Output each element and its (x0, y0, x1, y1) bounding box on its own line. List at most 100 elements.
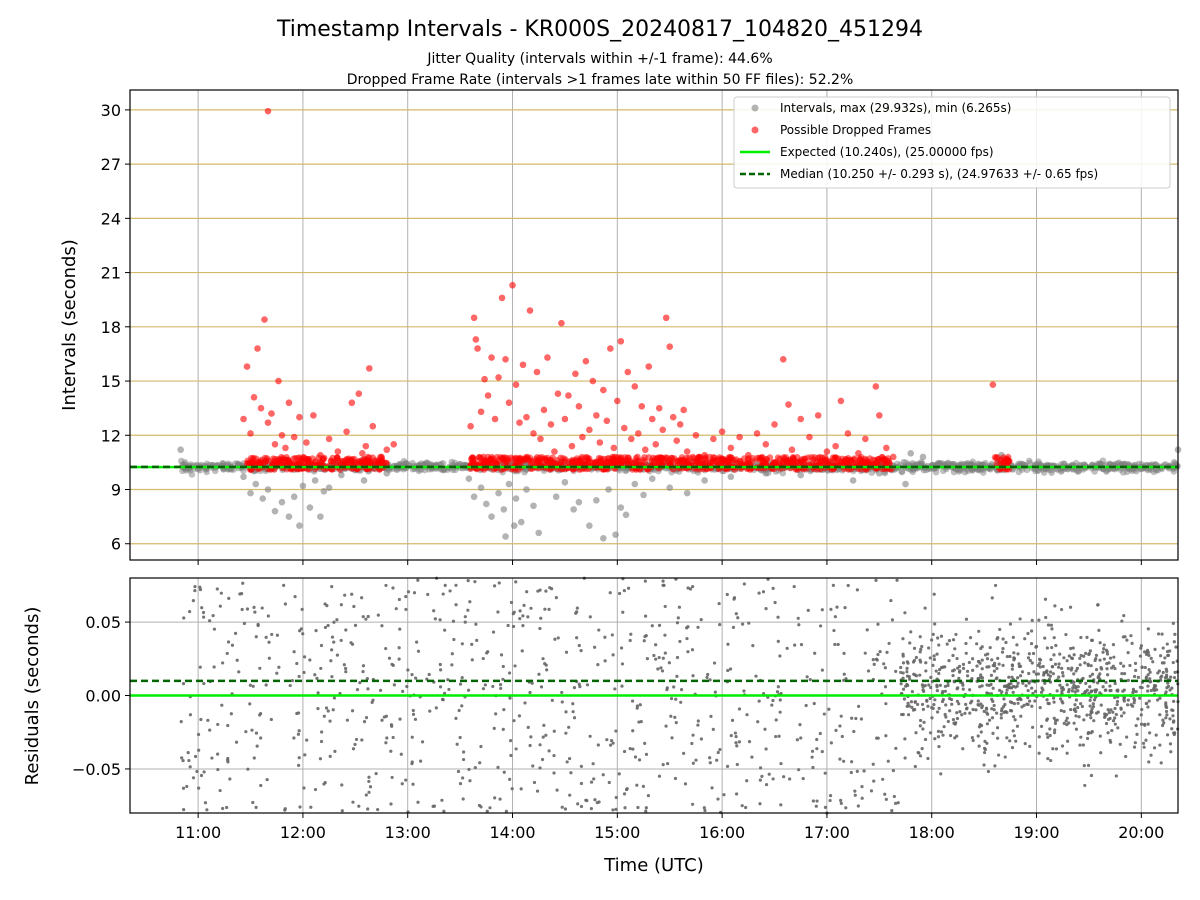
residual-point (1090, 710, 1094, 714)
residual-point (622, 792, 627, 796)
residual-point (259, 783, 263, 788)
residual-point (1094, 653, 1099, 657)
residual-point (461, 757, 466, 762)
residual-point (990, 658, 994, 662)
dropped-frame-point (530, 430, 537, 437)
residual-point (1079, 653, 1083, 658)
residual-point (1126, 678, 1130, 682)
residual-point (1113, 666, 1117, 671)
residual-point (182, 808, 186, 812)
residual-point (1052, 731, 1057, 735)
residual-point (202, 681, 206, 686)
dropped-frame-point (378, 453, 385, 461)
residual-point (332, 640, 336, 644)
dropped-frame-point (519, 361, 527, 369)
residual-point (646, 793, 651, 798)
residual-point (961, 747, 965, 751)
residual-point (1027, 671, 1031, 676)
residual-point (656, 667, 660, 671)
residual-point (726, 642, 730, 646)
residual-point (951, 669, 955, 673)
residual-point (628, 747, 632, 751)
residual-point (488, 806, 492, 810)
dropped-frame-point (329, 454, 336, 462)
dropped-frame-point (256, 459, 264, 467)
residual-point (1000, 650, 1005, 654)
dropped-frame-point (257, 404, 265, 412)
dropped-frame-point (526, 307, 534, 314)
residual-point (1121, 689, 1125, 693)
dropped-frame-point (262, 457, 269, 464)
residual-point (349, 641, 353, 645)
residual-point (912, 672, 916, 676)
residual-point (301, 632, 305, 636)
residual-point (1015, 724, 1020, 728)
residual-point (1045, 670, 1049, 674)
residual-point (1170, 708, 1174, 712)
residual-point (438, 662, 442, 667)
residual-point (478, 761, 482, 765)
residual-point (316, 691, 320, 695)
residual-point (1074, 709, 1078, 714)
residual-point (404, 607, 408, 612)
residual-point (458, 735, 462, 740)
residual-point (512, 610, 516, 614)
dropped-frame-point (512, 455, 520, 463)
dropped-frame-point (304, 456, 312, 464)
residual-point (982, 746, 987, 750)
interval-point (535, 529, 543, 537)
residual-point (567, 756, 572, 761)
residual-point (374, 771, 378, 776)
residual-point (608, 591, 612, 595)
residual-point (416, 578, 420, 582)
interval-point (898, 467, 905, 475)
residual-point (957, 702, 961, 706)
residual-point (1004, 691, 1008, 695)
residual-point (1078, 656, 1082, 660)
residual-point (545, 668, 549, 672)
residual-point (678, 639, 682, 644)
residual-point (970, 735, 974, 740)
residual-point (696, 719, 700, 723)
residual-point (619, 646, 624, 650)
dropped-frame-point (808, 453, 815, 461)
residual-point (298, 805, 302, 809)
residual-point (1026, 656, 1031, 660)
residual-point (987, 665, 991, 669)
residual-point (905, 660, 909, 664)
residual-point (547, 607, 551, 611)
dropped-frame-point (755, 456, 763, 463)
residual-point (812, 701, 816, 706)
residual-point (560, 805, 564, 809)
residual-point (942, 725, 946, 729)
residual-point (269, 717, 273, 722)
residual-point (1005, 736, 1009, 740)
residual-point (1010, 675, 1014, 679)
residual-point (767, 772, 771, 776)
residual-point (1104, 721, 1109, 726)
residual-point (227, 596, 231, 600)
residual-point (918, 650, 922, 654)
residual-point (1073, 690, 1077, 694)
residual-point (1015, 643, 1019, 647)
residual-point (987, 683, 991, 688)
residual-point (1122, 613, 1126, 618)
residual-point (1114, 712, 1118, 717)
residual-point (815, 799, 819, 803)
residual-point (631, 729, 635, 733)
interval-point (622, 511, 630, 519)
residual-point (216, 767, 220, 772)
interval-point (570, 506, 577, 513)
residual-point (360, 738, 364, 742)
residual-point (1001, 646, 1005, 651)
residual-point (196, 732, 201, 737)
residual-point (926, 756, 930, 761)
residual-point (319, 666, 323, 671)
residual-point (297, 729, 301, 733)
dropped-frame-point (814, 412, 822, 419)
residual-point (552, 729, 556, 733)
residual-point (914, 731, 918, 735)
residual-point (908, 641, 912, 645)
dropped-frame-point (271, 441, 279, 448)
residual-point (398, 627, 402, 631)
